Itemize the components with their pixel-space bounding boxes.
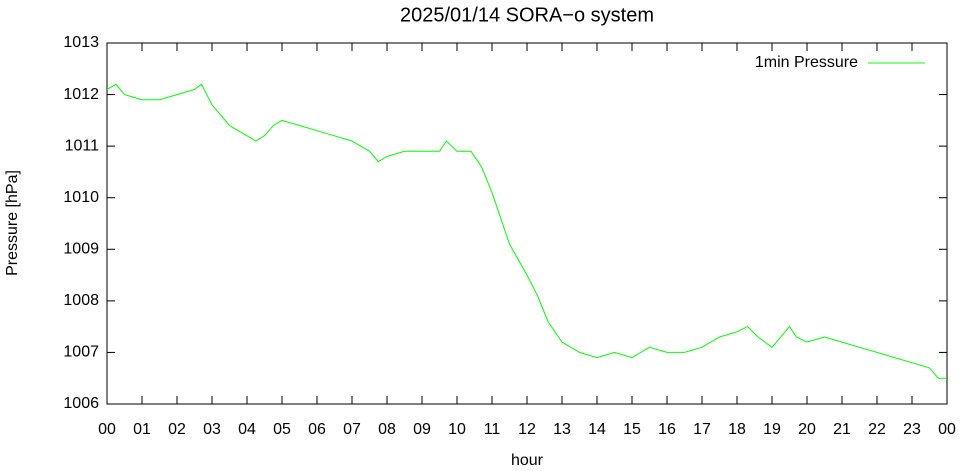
y-tick-label: 1009 [63, 241, 99, 258]
x-tick-label: 03 [203, 421, 221, 438]
x-tick-label: 01 [133, 421, 151, 438]
x-tick-label: 09 [413, 421, 431, 438]
x-tick-label: 07 [343, 421, 361, 438]
x-tick-label: 11 [484, 421, 501, 438]
x-tick-label: 22 [868, 421, 886, 438]
x-tick-label: 05 [273, 421, 291, 438]
chart-title: 2025/01/14 SORA−o system [400, 4, 654, 26]
x-tick-label: 23 [903, 421, 921, 438]
y-tick-label: 1012 [63, 86, 99, 103]
y-tick-label: 1006 [63, 395, 99, 412]
x-tick-label: 06 [308, 421, 326, 438]
y-tick-label: 1008 [63, 292, 99, 309]
y-tick-label: 1011 [65, 137, 100, 154]
x-tick-label: 10 [448, 421, 466, 438]
legend-label: 1min Pressure [755, 54, 858, 71]
x-tick-label: 20 [798, 421, 816, 438]
x-tick-label: 00 [938, 421, 956, 438]
x-tick-label: 02 [168, 421, 186, 438]
x-axis-label: hour [511, 452, 544, 469]
x-tick-label: 18 [728, 421, 746, 438]
y-axis-label: Pressure [hPa] [4, 170, 21, 276]
x-tick-label: 16 [658, 421, 676, 438]
y-tick-label: 1010 [63, 189, 99, 206]
x-tick-label: 17 [693, 421, 711, 438]
x-tick-label: 00 [98, 421, 116, 438]
x-tick-label: 08 [378, 421, 396, 438]
x-tick-label: 15 [623, 421, 641, 438]
x-tick-label: 19 [763, 421, 781, 438]
x-tick-label: 21 [833, 421, 851, 438]
data-line [106, 83, 947, 379]
plot-frame [106, 42, 948, 405]
y-tick-label: 1007 [63, 344, 99, 361]
x-tick-label: 13 [553, 421, 571, 438]
x-tick-label: 04 [238, 421, 256, 438]
x-tick-label: 12 [518, 421, 536, 438]
x-tick-label: 14 [588, 421, 606, 438]
y-tick-label: 1013 [63, 34, 99, 51]
